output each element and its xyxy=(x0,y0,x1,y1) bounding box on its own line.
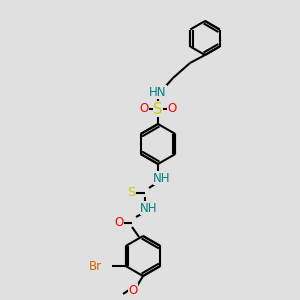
Text: O: O xyxy=(114,217,124,230)
Text: S: S xyxy=(127,187,135,200)
Text: O: O xyxy=(128,284,138,296)
Text: NH: NH xyxy=(140,202,158,214)
Text: HN: HN xyxy=(149,85,167,98)
Text: Br: Br xyxy=(88,260,102,272)
Text: S: S xyxy=(153,101,163,116)
Text: O: O xyxy=(140,103,148,116)
Text: O: O xyxy=(167,103,177,116)
Text: NH: NH xyxy=(153,172,171,184)
